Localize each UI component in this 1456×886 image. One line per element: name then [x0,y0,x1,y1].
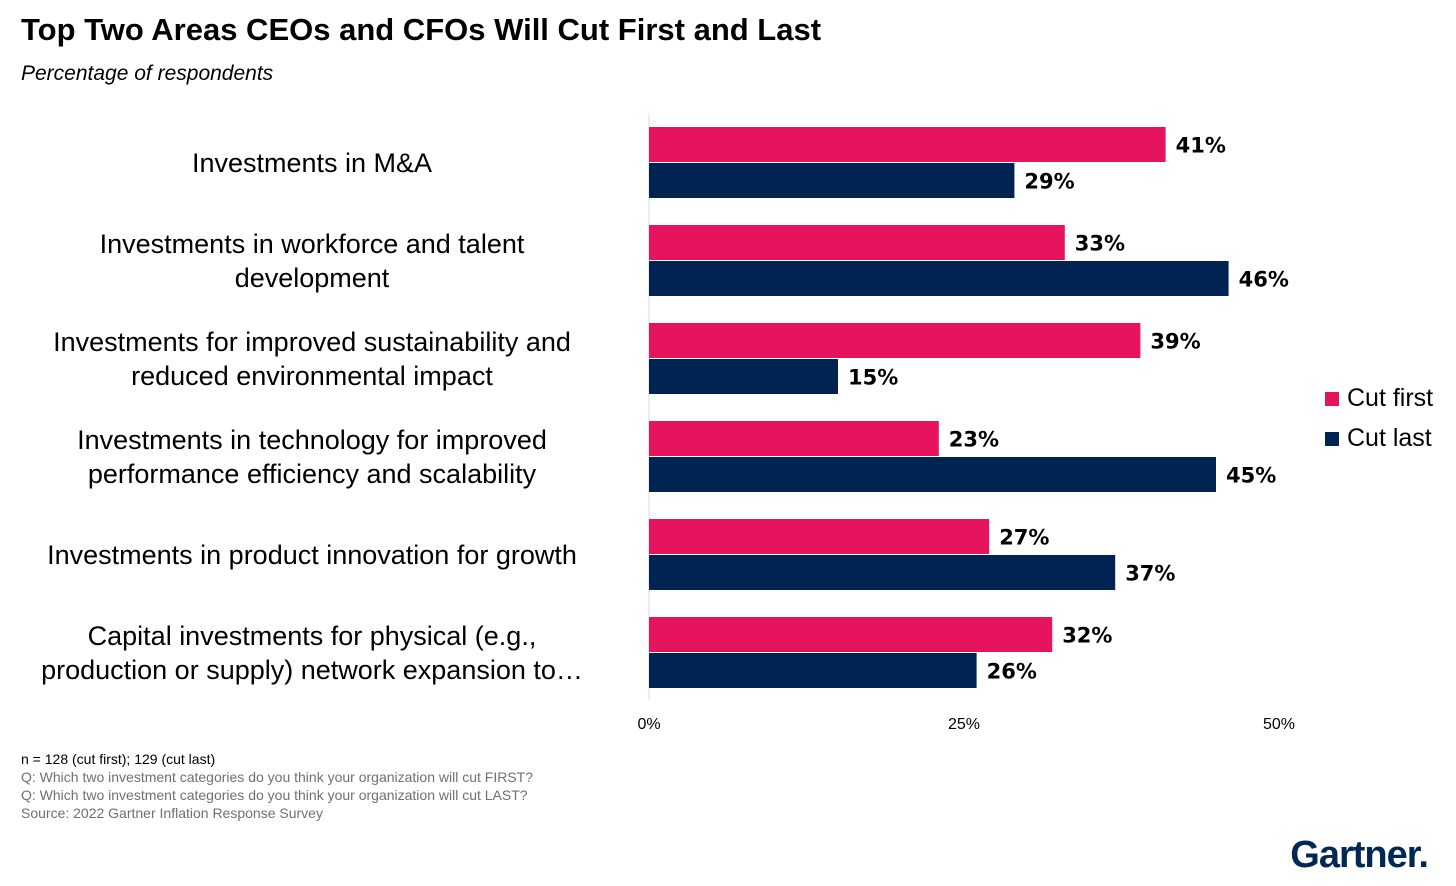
legend-item-cut-last: Cut last [1325,424,1432,453]
footnote-question-first: Q: Which two investment categories do yo… [21,769,533,785]
legend-label-cut-last: Cut last [1347,424,1432,452]
category-label-line: production or supply) network expansion … [41,654,583,685]
bar-cut-first-1 [649,225,1065,260]
data-label-cut-last-1: 46% [1239,268,1289,292]
x-tick-label-2: 50% [1263,716,1295,733]
footnote-sample-size: n = 128 (cut first); 129 (cut last) [21,751,216,767]
footnote-question-last: Q: Which two investment categories do yo… [21,787,528,803]
category-label-3: Investments in technology for improved pe… [2,423,622,491]
bar-cut-first-4 [649,519,990,554]
category-label-line: Investments in technology for improved [77,424,547,455]
legend-swatch-cut-first [1325,391,1339,406]
bar-cut-first-0 [649,127,1166,162]
data-label-cut-first-3: 23% [949,428,999,452]
category-label-line: Capital investments for physical (e.g., [87,620,537,651]
data-label-cut-last-3: 45% [1226,464,1276,488]
bar-cut-last-2 [649,359,838,394]
category-label-line: development [234,262,390,293]
category-label-line: Investments for improved sustainability … [53,326,571,357]
legend-swatch-cut-last [1325,431,1339,446]
data-label-cut-first-4: 27% [999,526,1049,550]
data-label-cut-first-2: 39% [1150,330,1200,354]
chart-subtitle: Percentage of respondents [21,62,274,85]
bar-cut-last-0 [649,163,1015,198]
category-label-line: performance efficiency and scalability [87,458,537,489]
data-label-cut-first-1: 33% [1075,232,1125,256]
bar-cut-last-3 [649,457,1216,492]
gartner-logo: Gartner. [1290,834,1429,876]
bar-cut-first-2 [649,323,1141,358]
bar-cut-last-4 [649,555,1116,590]
category-label-line: Investments in workforce and talent [99,228,525,259]
category-label-0: Investments in M&A [2,146,622,180]
category-label-line: Investments in product innovation for gr… [47,539,577,570]
category-label-1: Investments in workforce and talent devel… [2,227,622,295]
legend-item-cut-first: Cut first [1325,384,1433,413]
data-label-cut-last-4: 37% [1125,562,1175,586]
chart-title: Top Two Areas CEOs and CFOs Will Cut Fir… [21,12,822,47]
bar-cut-last-5 [649,653,977,688]
bar-cut-last-1 [649,261,1229,296]
data-label-cut-last-2: 15% [848,366,898,390]
x-tick-label-1: 25% [948,716,980,733]
footnote-source: Source: 2022 Gartner Inflation Response … [21,805,323,821]
category-label-line: Investments in M&A [191,147,433,178]
data-label-cut-first-0: 41% [1176,134,1226,158]
bar-cut-first-5 [649,617,1053,652]
bar-cut-first-3 [649,421,939,456]
category-label-line: reduced environmental impact [131,360,493,391]
data-label-cut-last-5: 26% [987,660,1037,684]
category-label-2: Investments for improved sustainability … [2,325,622,393]
category-label-4: Investments in product innovation for gr… [2,538,622,572]
category-label-5: Capital investments for physical (e.g., p… [2,619,622,687]
data-label-cut-last-0: 29% [1024,170,1074,194]
legend-label-cut-first: Cut first [1347,384,1434,412]
x-tick-label-0: 0% [637,716,660,733]
data-label-cut-first-5: 32% [1062,624,1112,648]
